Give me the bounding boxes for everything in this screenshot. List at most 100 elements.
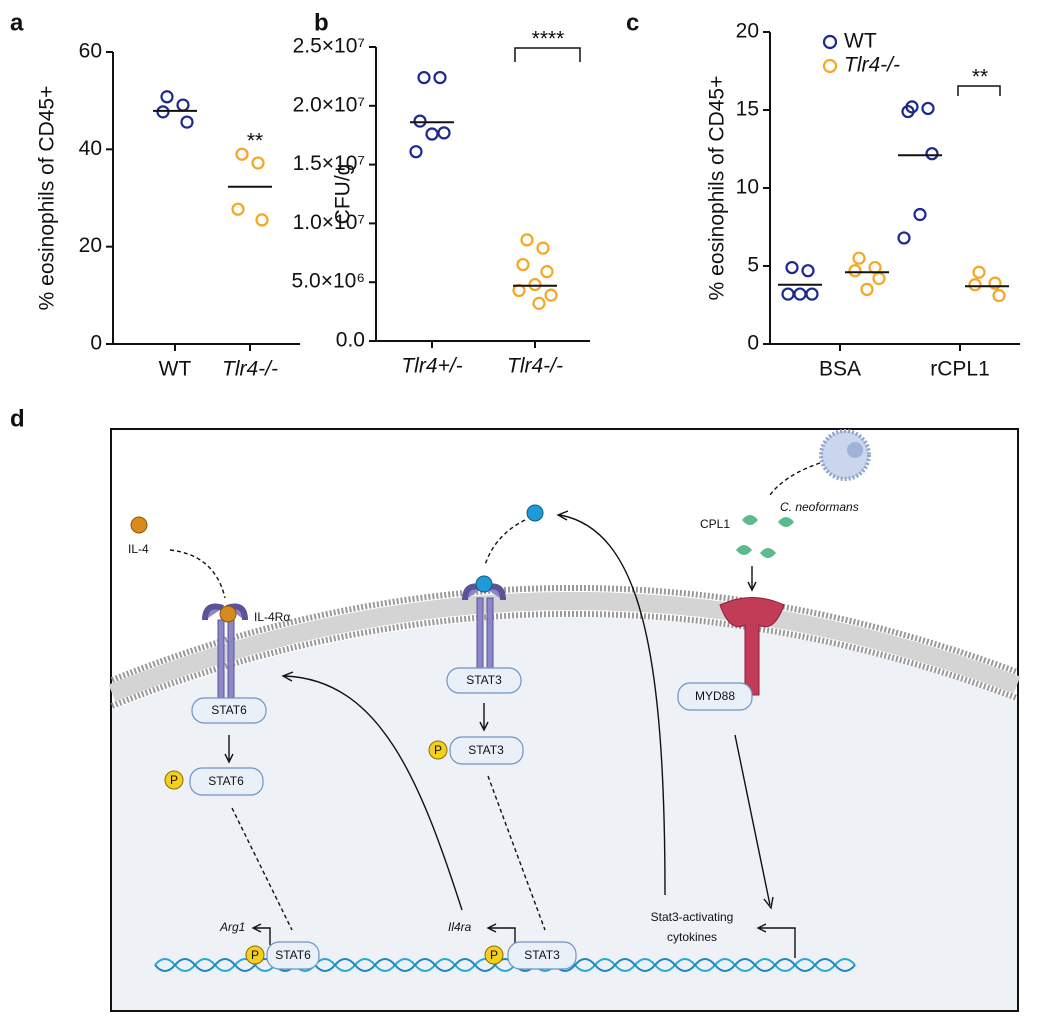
- data-point: [235, 147, 249, 161]
- receptor: [476, 597, 484, 669]
- il4-ligand: [219, 605, 237, 623]
- phospho: [428, 740, 448, 760]
- data-point: [793, 287, 807, 301]
- data-point: [516, 257, 530, 272]
- phospho: [484, 945, 504, 965]
- data-point: [544, 288, 558, 302]
- stat-box: [446, 667, 522, 694]
- ligand: [526, 504, 544, 522]
- data-point: [433, 70, 447, 85]
- label: STAT6: [275, 948, 311, 962]
- data-point: [925, 147, 939, 161]
- arrow: [231, 807, 293, 931]
- y-tick-label: 20: [736, 20, 759, 43]
- arrow: [169, 549, 226, 599]
- label: Il4ra: [448, 920, 472, 934]
- membrane: [110, 610, 1019, 709]
- label: STAT6: [211, 703, 247, 717]
- x-tick-label: WT: [159, 358, 192, 381]
- significance: ****: [532, 28, 565, 51]
- membrane: [110, 584, 1019, 683]
- y-tick-label: 40: [79, 137, 102, 160]
- x-tick-label: rCPL1: [930, 358, 990, 381]
- label: P: [490, 948, 498, 962]
- cpl1-protein: [736, 515, 794, 558]
- label: Stat3-activating: [651, 910, 734, 924]
- data-point: [231, 202, 245, 216]
- x-tick-label: Tlr4-/-: [507, 355, 563, 378]
- receptor: [217, 619, 225, 699]
- significance: **: [247, 130, 263, 153]
- phospho: [245, 945, 265, 965]
- data-point: [781, 287, 795, 301]
- stat-box: [677, 682, 753, 711]
- y-tick-label: 1.5×10⁷: [293, 152, 365, 175]
- y-tick-label: 0: [90, 332, 102, 355]
- stat-box: [266, 941, 320, 970]
- ligand: [475, 575, 493, 593]
- pathway-diagram: IL-4 IL-4Rα STAT6 P STAT6 Arg1 P STAT6 S…: [108, 428, 1021, 1012]
- data-point: [785, 260, 799, 275]
- significance: **: [972, 66, 988, 89]
- x-tick-label: Tlr4-/-: [222, 358, 278, 381]
- label: IL-4: [128, 542, 149, 556]
- y-tick-label: 10: [736, 176, 759, 199]
- data-point: [972, 265, 986, 279]
- data-point: [901, 104, 915, 119]
- arrow: [556, 510, 666, 896]
- data-point: [801, 264, 815, 278]
- y-tick-label: 5: [747, 254, 759, 277]
- panel-label: b: [314, 9, 329, 36]
- y-axis-label: CFU/g: [332, 164, 355, 225]
- panel-label: c: [626, 9, 639, 36]
- receptor: [227, 619, 235, 699]
- legend-marker: [822, 58, 838, 74]
- data-point: [860, 282, 874, 296]
- arrow: [756, 923, 796, 958]
- label: STAT3: [466, 673, 502, 687]
- arrow: [479, 703, 489, 732]
- receptor: [486, 597, 494, 669]
- arrow: [486, 923, 516, 945]
- data-point: [968, 278, 982, 292]
- y-tick-label: 60: [79, 40, 102, 63]
- y-tick-label: 20: [79, 234, 102, 257]
- data-point: [520, 233, 534, 247]
- phospho: [164, 770, 184, 790]
- arrow: [484, 519, 526, 566]
- cytoplasm: [112, 617, 1017, 1010]
- label: STAT3: [524, 948, 560, 962]
- y-tick-label: 2.0×10⁷: [293, 93, 365, 116]
- arrow: [224, 735, 234, 764]
- data-point: [417, 70, 431, 85]
- data-point: [528, 277, 542, 292]
- tlr4: [719, 597, 785, 696]
- y-tick-label: 0.0: [336, 329, 365, 352]
- legend-marker: [822, 34, 838, 50]
- data-point: [921, 101, 935, 116]
- data-point: [852, 251, 866, 265]
- data-point: [251, 156, 265, 170]
- data-point: [409, 145, 423, 159]
- legend-label: Tlr4-/-: [844, 54, 900, 77]
- x-tick-label: Tlr4+/-: [401, 355, 462, 378]
- fungus: [847, 442, 863, 458]
- label: Arg1: [219, 920, 245, 934]
- y-tick-label: 5.0×10⁶: [292, 270, 365, 293]
- data-point: [255, 213, 269, 227]
- label: STAT6: [208, 774, 244, 788]
- stat-box: [189, 767, 264, 796]
- data-point: [437, 126, 451, 140]
- il4-ligand: [130, 516, 148, 534]
- y-tick-label: 0: [747, 332, 759, 355]
- label: cytokines: [667, 930, 717, 944]
- data-point: [160, 90, 174, 104]
- data-point: [413, 114, 427, 128]
- data-point: [913, 207, 927, 222]
- y-tick-label: 15: [736, 98, 759, 121]
- membrane: [108, 591, 1021, 702]
- data-point: [897, 231, 911, 245]
- arrow: [487, 775, 546, 931]
